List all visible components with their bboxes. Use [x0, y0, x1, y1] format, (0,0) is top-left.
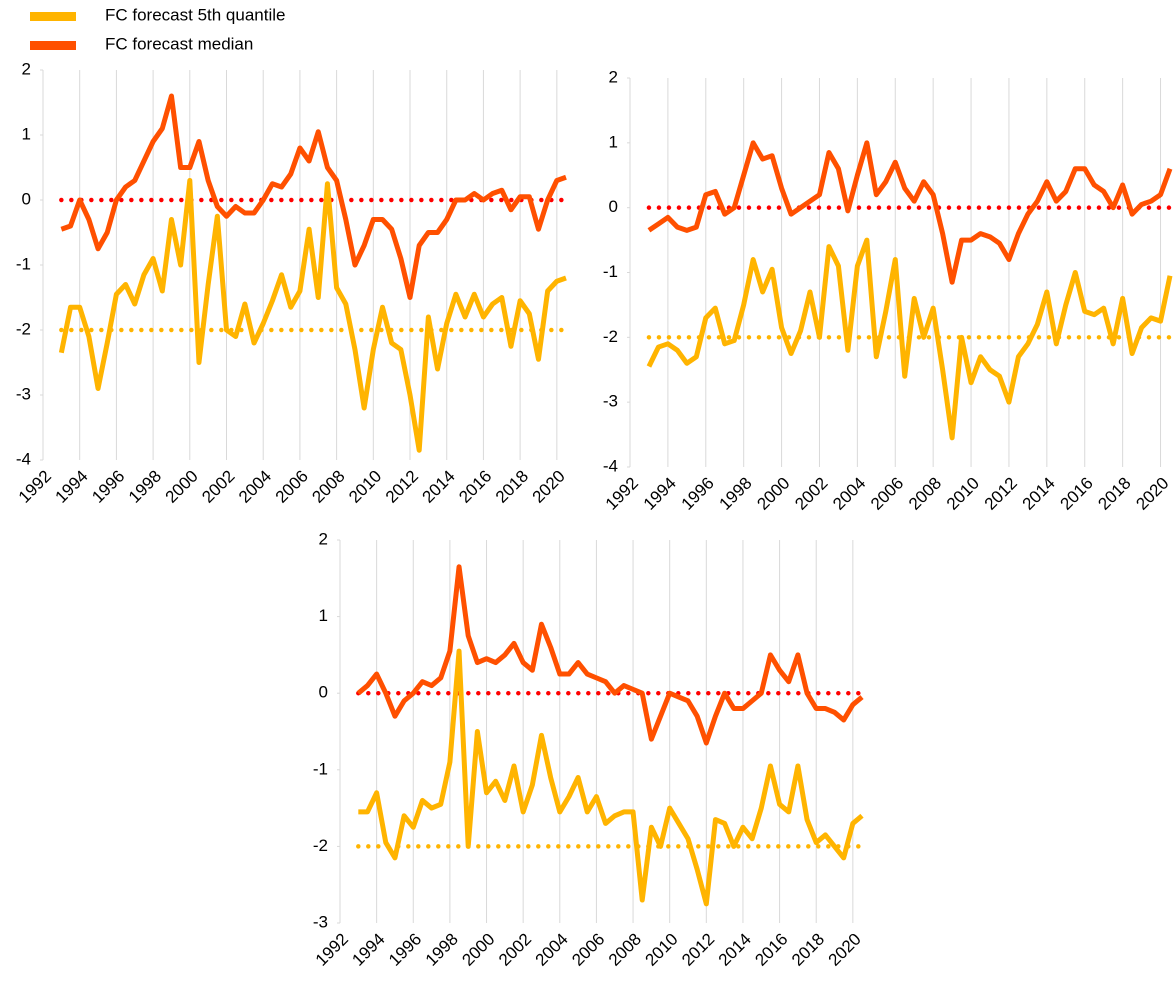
- x-tick-label: 2014: [715, 930, 755, 970]
- legend-label: FC forecast 5th quantile: [105, 5, 285, 24]
- y-tick-label: -2: [603, 327, 618, 346]
- x-tick-label: 1994: [348, 930, 388, 970]
- x-tick-label: 1996: [88, 467, 128, 507]
- y-tick-label: 2: [22, 59, 31, 78]
- y-tick-label: 1: [319, 606, 328, 625]
- y-tick-label: -2: [16, 319, 31, 338]
- x-tick-label: 2012: [382, 467, 422, 507]
- y-tick-label: -1: [313, 759, 328, 778]
- y-tick-label: 2: [319, 529, 328, 548]
- x-tick-label: 2018: [788, 930, 828, 970]
- x-tick-label: 2014: [1019, 474, 1059, 514]
- x-tick-label: 2016: [1057, 474, 1097, 514]
- x-tick-label: 2000: [753, 474, 793, 514]
- y-tick-label: 0: [609, 197, 618, 216]
- legend-label: FC forecast median: [105, 34, 253, 53]
- x-tick-label: 2004: [532, 930, 572, 970]
- series-line: [60, 93, 567, 300]
- x-tick-label: 2012: [981, 474, 1021, 514]
- x-tick-label: 2020: [529, 467, 569, 507]
- legend-swatch: [30, 41, 76, 50]
- x-tick-label: 1998: [125, 467, 165, 507]
- x-tick-label: 1992: [312, 930, 352, 970]
- x-tick-label: 2010: [345, 467, 385, 507]
- series-line: [646, 237, 1173, 441]
- x-tick-label: 2004: [829, 474, 869, 514]
- x-tick-label: 2008: [605, 930, 645, 970]
- x-tick-label: 1994: [52, 467, 92, 507]
- x-tick-label: 2006: [272, 467, 312, 507]
- y-tick-label: -2: [313, 836, 328, 855]
- series-line: [647, 140, 1173, 285]
- x-tick-label: 2014: [419, 467, 459, 507]
- x-tick-label: 2016: [751, 930, 791, 970]
- x-tick-label: 2016: [455, 467, 495, 507]
- y-tick-label: -3: [603, 392, 618, 411]
- x-tick-label: 2000: [162, 467, 202, 507]
- y-tick-label: -1: [603, 262, 618, 281]
- x-tick-label: 1996: [678, 474, 718, 514]
- x-tick-label: 2018: [492, 467, 532, 507]
- x-tick-label: 2018: [1094, 474, 1134, 514]
- legend-swatch: [30, 12, 76, 21]
- x-tick-label: 2012: [678, 930, 718, 970]
- y-tick-label: 1: [22, 124, 31, 143]
- series-line: [358, 648, 864, 907]
- series-line: [356, 564, 864, 746]
- y-tick-label: -4: [603, 456, 618, 475]
- x-tick-label: 2010: [642, 930, 682, 970]
- y-tick-label: -1: [16, 254, 31, 273]
- x-tick-label: 1994: [640, 474, 680, 514]
- y-tick-label: -3: [313, 912, 328, 931]
- x-tick-label: 1998: [422, 930, 462, 970]
- x-tick-label: 1998: [716, 474, 756, 514]
- y-tick-label: -3: [16, 384, 31, 403]
- x-tick-label: 2002: [495, 930, 535, 970]
- y-tick-label: 1: [609, 132, 618, 151]
- x-tick-label: 2006: [568, 930, 608, 970]
- y-tick-label: 2: [609, 67, 618, 86]
- x-tick-label: 2020: [825, 930, 865, 970]
- y-tick-label: 0: [319, 683, 328, 702]
- x-tick-label: 2004: [235, 467, 275, 507]
- y-tick-label: -4: [16, 449, 31, 468]
- series-line: [58, 178, 567, 453]
- x-tick-label: 2002: [791, 474, 831, 514]
- x-tick-label: 2002: [198, 467, 238, 507]
- x-tick-label: 2010: [943, 474, 983, 514]
- x-tick-label: 1992: [15, 467, 55, 507]
- y-tick-label: 0: [22, 189, 31, 208]
- x-tick-label: 2020: [1132, 474, 1172, 514]
- x-tick-label: 2008: [905, 474, 945, 514]
- x-tick-label: 1992: [602, 474, 642, 514]
- x-tick-label: 2006: [867, 474, 907, 514]
- x-tick-label: 1996: [385, 930, 425, 970]
- x-tick-label: 2008: [308, 467, 348, 507]
- x-tick-label: 2000: [458, 930, 498, 970]
